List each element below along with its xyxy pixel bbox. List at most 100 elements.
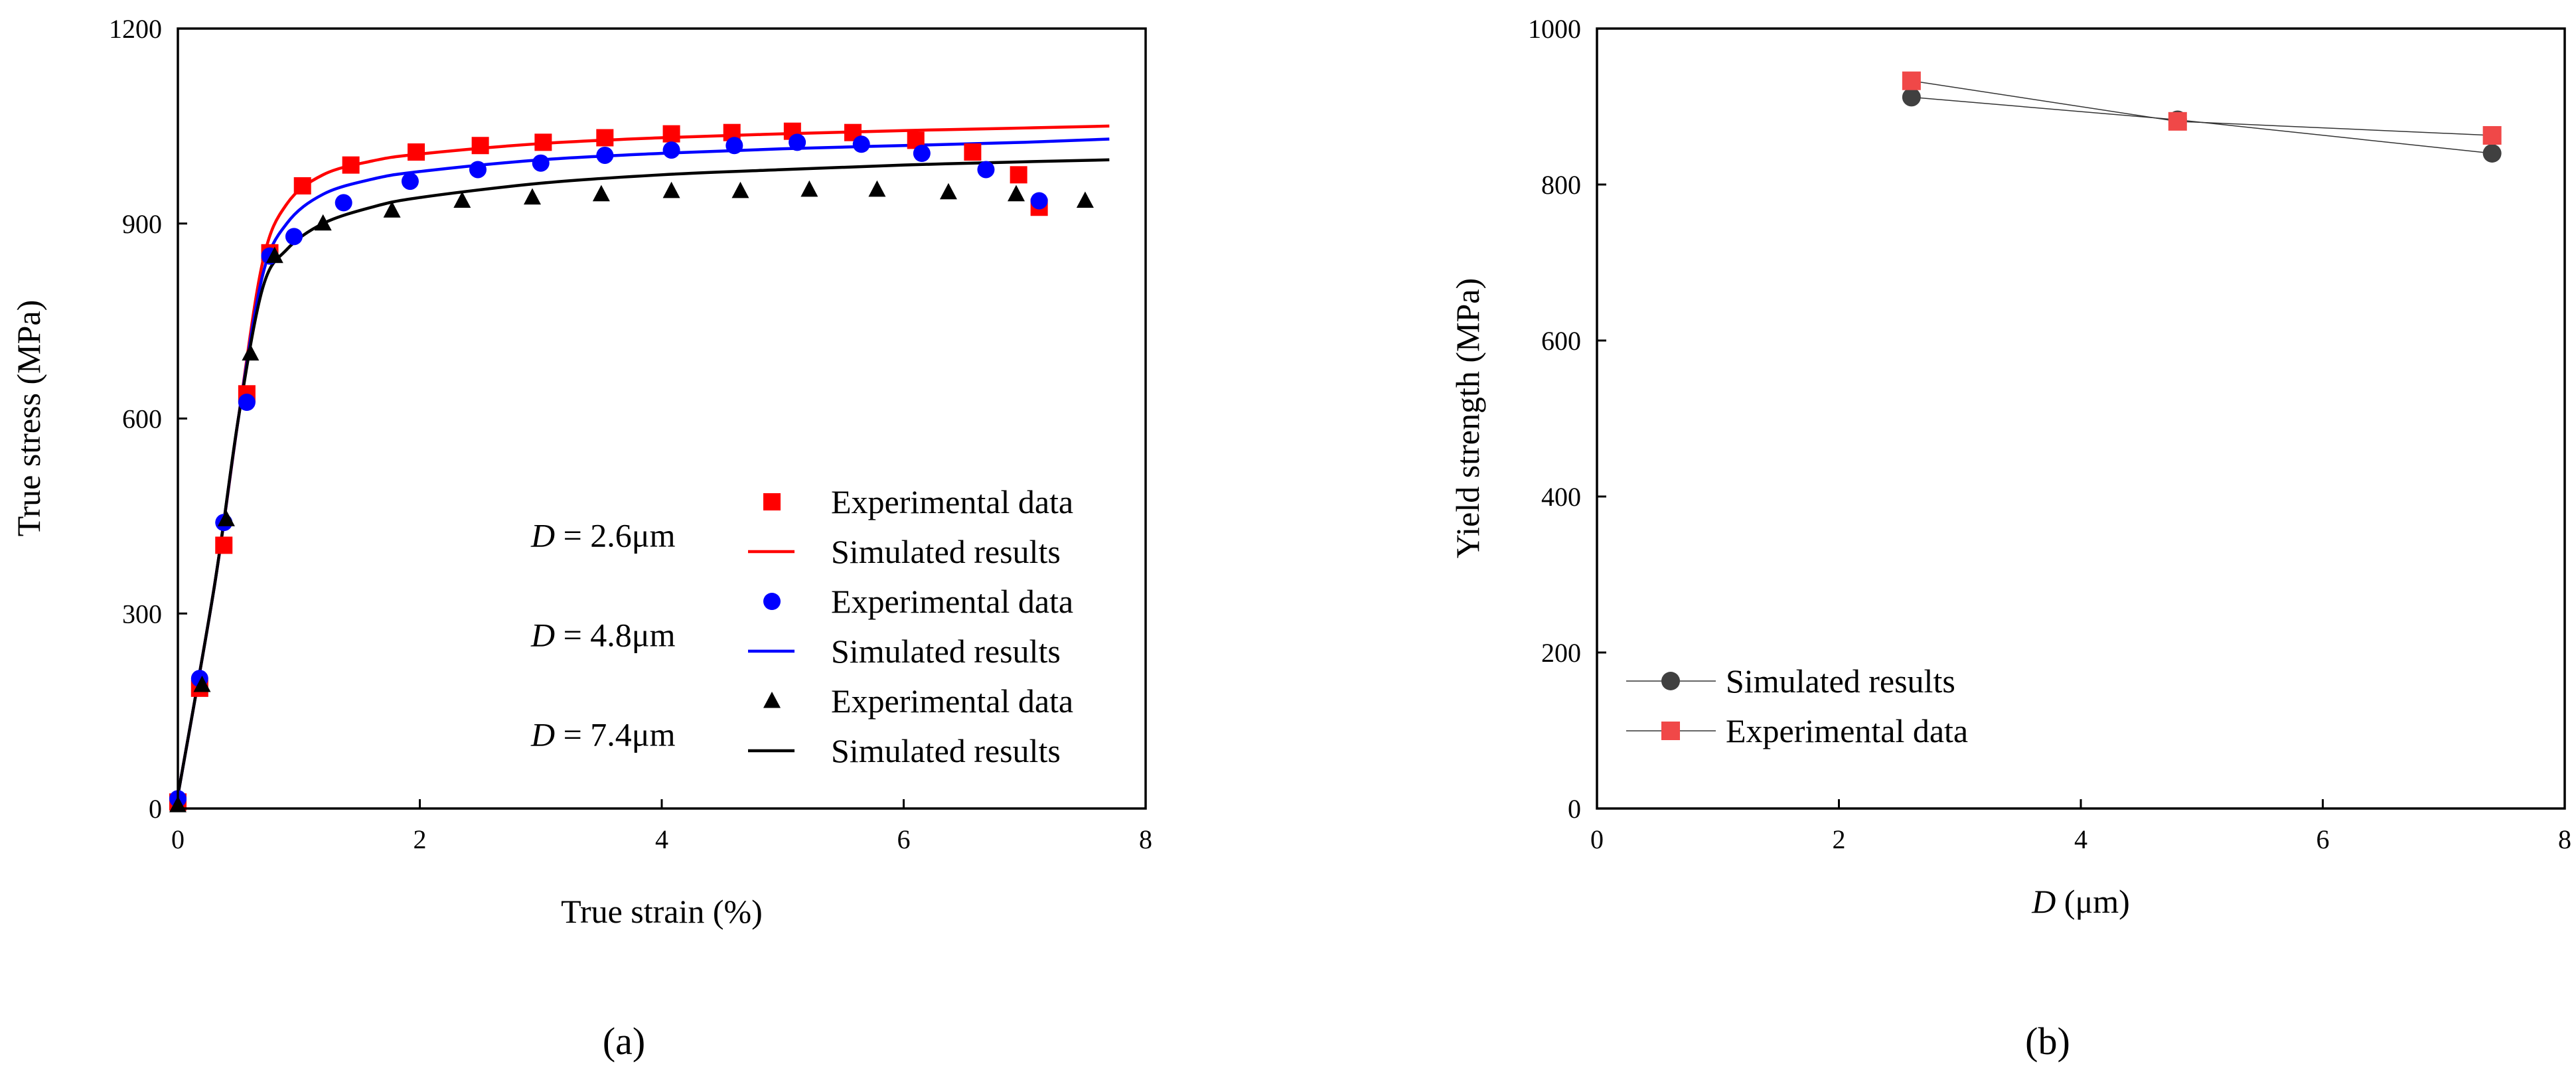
experimental-point [596, 129, 614, 147]
panel-a-chart: 0 2 4 6 8 0 300 600 900 1200 True strain (%) True… [10, 14, 1152, 1063]
panel-b-x-tick-label: 4 [2074, 824, 2087, 854]
panel-a-ticks: 0 2 4 6 8 0 300 600 900 1200 [109, 14, 1152, 854]
legend-label: Experimental data [1726, 712, 1968, 749]
experimental-point [1030, 192, 1048, 210]
legend-marker [1661, 722, 1680, 740]
legend-grain-size-value: = 2.6μm [555, 517, 676, 554]
experimental-point [939, 183, 957, 200]
panel-b-x-tick-label: 6 [2316, 824, 2330, 854]
experimental-point [408, 143, 425, 161]
panel-b-x-tick-label: 2 [1833, 824, 1846, 854]
experimental-point [314, 214, 332, 231]
panel-b-series [1902, 71, 2502, 163]
legend-grain-size-label: D = 7.4μm [530, 716, 676, 753]
legend-experimental-marker [763, 493, 781, 510]
legend-experimental-label: Experimental data [831, 583, 1073, 620]
panel-a-label: (a) [603, 1020, 645, 1063]
legend-grain-size-var: D [530, 716, 555, 753]
experimental-point [342, 156, 360, 174]
experimental-point [534, 133, 552, 151]
experimental-point [293, 177, 311, 194]
experimental-point [401, 173, 419, 191]
legend-grain-size-var: D [530, 517, 555, 554]
experimental-point [523, 188, 541, 205]
legend-grain-size-value: = 4.8μm [555, 617, 676, 654]
legend-experimental-label: Experimental data [831, 682, 1073, 720]
panel-a-x-tick-label: 0 [171, 824, 185, 854]
experimental-point [1010, 166, 1027, 184]
panel-a-y-tick-label: 900 [122, 209, 162, 239]
experimental-point [471, 137, 489, 155]
series-2-point [2168, 112, 2187, 131]
experimental-point [913, 145, 931, 162]
panel-a-x-tick-label: 2 [414, 824, 427, 854]
legend-experimental-marker [763, 593, 781, 610]
experimental-point [731, 181, 749, 198]
series-1-point [2482, 144, 2502, 163]
legend-marker [1661, 672, 1680, 690]
experimental-point [662, 125, 680, 143]
panel-b-y-tick-label: 800 [1541, 170, 1581, 200]
panel-b-x-tick-label: 0 [1590, 824, 1604, 854]
experimental-point [242, 344, 260, 361]
legend-simulated-label: Simulated results [831, 633, 1061, 670]
panel-a-x-tick-label: 6 [897, 824, 911, 854]
panel-a-y-tick-label: 0 [149, 794, 162, 824]
panel-b-y-tick-label: 200 [1541, 638, 1581, 668]
panel-b-x-axis-variable: D [2031, 883, 2056, 920]
legend-simulated-label: Simulated results [831, 732, 1061, 769]
legend-label: Simulated results [1726, 662, 1955, 700]
legend-experimental-label: Experimental data [831, 483, 1073, 520]
panel-a-legend: D = 2.6μm Experimental data Simulated resu… [530, 483, 1073, 769]
series-1-point [1902, 88, 1921, 107]
experimental-point [335, 194, 352, 212]
series-line-2 [1911, 80, 2492, 136]
experimental-point [469, 161, 487, 179]
legend-grain-size-label: D = 4.8μm [530, 617, 676, 654]
legend-grain-size-label: D = 2.6μm [530, 517, 676, 554]
experimental-point [238, 394, 256, 412]
panel-b-ticks: 0 2 4 6 8 0 200 400 600 800 1000 [1528, 14, 2571, 854]
experimental-point [852, 135, 870, 153]
experimental-point [592, 185, 610, 202]
panel-a-y-tick-label: 600 [122, 404, 162, 434]
experimental-point [453, 191, 471, 208]
panel-b-y-axis-title: Yield strength (MPa) [1449, 278, 1486, 558]
experimental-point [215, 536, 233, 554]
panel-b-chart: 0 2 4 6 8 0 200 400 600 800 1000 D (μm) Yield stre… [1449, 14, 2571, 1063]
experimental-point [265, 246, 283, 264]
legend-grain-size-var: D [530, 617, 555, 654]
panel-b-y-tick-label: 0 [1568, 794, 1581, 824]
experimental-point [285, 228, 303, 246]
panel-b-x-tick-label: 8 [2558, 824, 2571, 854]
experimental-point [800, 180, 818, 197]
experimental-point [662, 141, 680, 159]
panel-a-x-tick-label: 4 [655, 824, 668, 854]
simulated-curve-3 [176, 158, 1110, 796]
legend-simulated-label: Simulated results [831, 533, 1061, 570]
series-2-point [1902, 71, 1921, 90]
panel-a-y-tick-label: 1200 [109, 14, 162, 44]
panel-a-y-tick-label: 300 [122, 599, 162, 629]
experimental-point [596, 146, 614, 164]
experimental-point [977, 161, 995, 179]
panel-a-x-tick-label: 8 [1139, 824, 1152, 854]
panel-b-y-tick-label: 400 [1541, 482, 1581, 512]
experimental-point [964, 143, 982, 161]
panel-b-label: (b) [2025, 1020, 2070, 1063]
experimental-point [662, 181, 680, 198]
experimental-point [1007, 185, 1025, 202]
panel-b-y-tick-label: 600 [1541, 326, 1581, 356]
experimental-point [725, 137, 743, 155]
experimental-point [1076, 191, 1094, 208]
legend-experimental-marker [763, 691, 781, 708]
panel-b-x-axis-title: D (μm) [2031, 883, 2130, 920]
experimental-point [868, 180, 886, 197]
experimental-point [193, 675, 211, 692]
panel-a-x-axis-title: True strain (%) [561, 893, 763, 930]
legend-grain-size-value: = 7.4μm [555, 716, 676, 753]
series-2-point [2482, 125, 2502, 145]
panel-a-y-axis-title: True stress (MPa) [10, 300, 47, 537]
panel-b-y-tick-label: 1000 [1528, 14, 1581, 44]
